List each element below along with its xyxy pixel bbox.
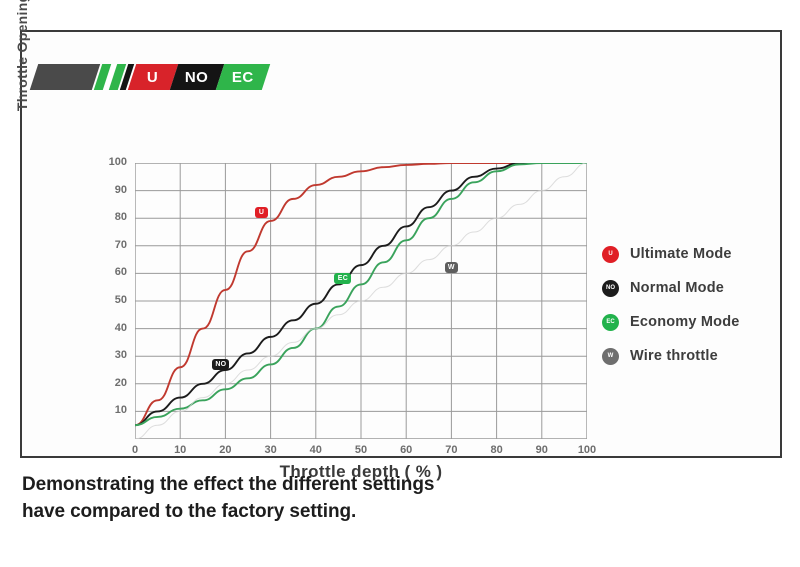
y-axis-label: Throttle Opening Degree ( % ) (14, 0, 30, 112)
x-tick-40: 40 (309, 444, 322, 456)
legend-marker-icon: EC (602, 313, 619, 331)
x-tick-100: 100 (577, 444, 597, 456)
legend-item-label: Normal Mode (630, 280, 725, 296)
curve-badge-ec: EC (334, 273, 352, 285)
legend-item-label: Wire throttle (630, 348, 718, 364)
y-tick-40: 40 (114, 321, 127, 334)
y-tick-30: 30 (114, 349, 127, 362)
x-tick-20: 20 (219, 444, 232, 456)
banner-segment-ultimate-text: U (147, 68, 159, 86)
legend-marker-icon: NO (602, 279, 619, 297)
curve-badge-w: W (444, 262, 458, 274)
y-tick-70: 70 (114, 238, 127, 251)
y-tick-80: 80 (114, 211, 127, 224)
y-tick-20: 20 (114, 376, 127, 389)
x-tick-90: 90 (535, 444, 548, 456)
legend-item-label: Economy Mode (630, 314, 740, 330)
legend-item-ultimate-mode[interactable]: U Ultimate Mode (602, 237, 792, 271)
banner-segment-normal-text: NO (185, 68, 209, 86)
caption-line-1: Demonstrating the effect the different s… (22, 474, 435, 495)
y-tick-50: 50 (114, 294, 127, 306)
banner-segment-economy: EC (215, 64, 271, 90)
x-tick-60: 60 (400, 444, 413, 456)
legend-item-label: Ultimate Mode (630, 246, 732, 262)
legend-item-economy-mode[interactable]: EC Economy Mode (602, 305, 792, 339)
plot-area (135, 163, 587, 439)
legend-marker-icon: U (602, 245, 619, 263)
legend-item-wire-throttle[interactable]: W Wire throttle (602, 339, 792, 373)
caption: Demonstrating the effect the different s… (22, 472, 642, 526)
chart-card: U NO EC Throttle Opening Degree ( % ) 10… (14, 0, 782, 481)
curve-badge-no: NO (212, 358, 230, 370)
y-tick-10: 10 (114, 404, 127, 417)
x-tick-0: 0 (131, 444, 139, 456)
banner-segment-economy-text: EC (232, 68, 254, 86)
x-tick-50: 50 (354, 444, 368, 456)
x-tick-30: 30 (264, 444, 277, 456)
brand-banner: U NO EC (28, 64, 271, 90)
x-tick-70: 70 (445, 444, 458, 456)
x-tick-10: 10 (174, 444, 187, 456)
caption-line-2: have compared to the factory setting. (22, 500, 357, 522)
y-tick-90: 90 (114, 183, 127, 196)
legend-item-normal-mode[interactable]: NO Normal Mode (602, 271, 792, 305)
legend-marker-icon: W (602, 347, 619, 365)
chart-legend: U Ultimate Mode NO Normal Mode EC Economy Mod… (602, 237, 792, 373)
chart-svg (135, 163, 587, 439)
x-axis-label: Throttle depth ( % ) (279, 462, 443, 481)
x-tick-80: 80 (490, 444, 503, 456)
curve-badge-u: U (255, 207, 269, 219)
y-tick-60: 60 (114, 266, 127, 279)
y-tick-100: 100 (108, 156, 127, 168)
banner-accent-dark (29, 64, 101, 90)
